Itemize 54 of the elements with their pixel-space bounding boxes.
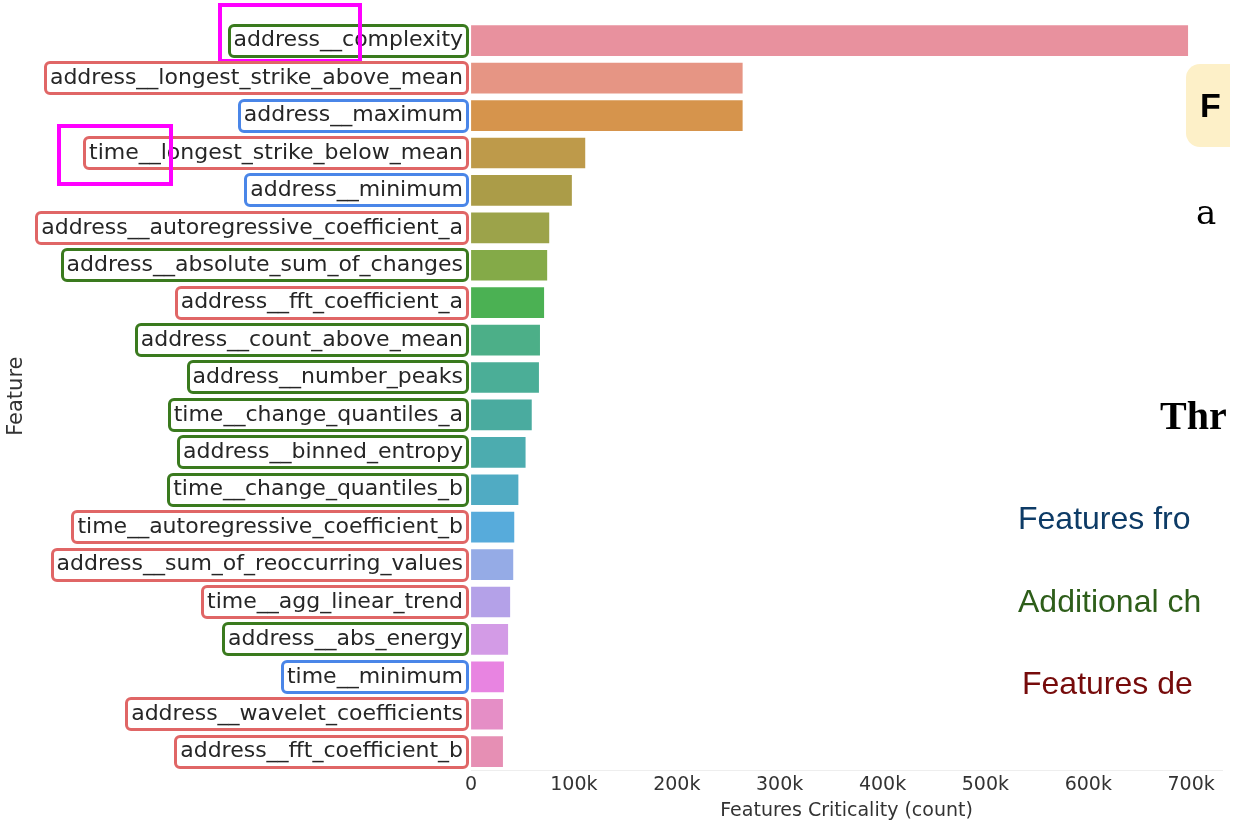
bar	[471, 25, 1189, 57]
x-tick-label: 600k	[1064, 771, 1112, 794]
bar	[471, 62, 743, 94]
bar	[471, 324, 540, 356]
x-tick-label: 700k	[1167, 771, 1215, 794]
y-tick-label: time__minimum	[286, 662, 464, 689]
x-axis-title: Features Criticality (count)	[720, 797, 973, 820]
x-tick-label: 100k	[550, 771, 598, 794]
annotation: Thr	[1160, 392, 1227, 439]
bar	[471, 736, 503, 768]
bar	[471, 511, 515, 543]
bar	[471, 362, 539, 393]
bar	[471, 436, 526, 468]
bar	[471, 249, 548, 281]
x-tick-label: 500k	[961, 771, 1010, 794]
bar	[471, 287, 545, 318]
annotation: F	[1199, 85, 1222, 126]
annotation: Features de	[1022, 665, 1193, 702]
bar	[471, 661, 504, 693]
bar	[471, 212, 550, 244]
y-tick-label: address__longest_strike_above_mean	[49, 63, 464, 90]
y-tick-label: address__minimum	[250, 176, 464, 203]
bar	[471, 100, 743, 131]
y-tick-label: address__count_above_mean	[140, 325, 464, 352]
y-tick-label: address__sum_of_reoccurring_values	[56, 550, 464, 577]
bar	[471, 175, 572, 206]
bar	[471, 399, 532, 431]
annotation: a	[1196, 192, 1217, 232]
annotation: Additional ch	[1018, 583, 1202, 620]
y-tick-label: address__fft_coefficient_b	[180, 737, 464, 764]
bar	[471, 474, 519, 506]
bar	[471, 624, 509, 655]
y-tick-label: address__fft_coefficient_a	[180, 288, 464, 315]
bar	[471, 549, 514, 580]
y-tick-label: time__agg_linear_trend	[207, 587, 464, 614]
annotation: Features fro	[1018, 500, 1191, 537]
x-tick-label: 300k	[756, 771, 804, 794]
y-tick-label: time__autoregressive_coefficient_b	[77, 512, 464, 539]
x-tick-label: 0	[465, 771, 478, 794]
y-tick-label: address__number_peaks	[192, 363, 464, 390]
y-tick-label: address__wavelet_coefficients	[131, 699, 464, 726]
y-tick-label: address__absolute_sum_of_changes	[66, 250, 464, 277]
y-tick-label: time__change_quantiles_b	[173, 475, 464, 502]
y-axis-title: Feature	[3, 356, 28, 436]
x-tick-label: 200k	[653, 771, 701, 794]
bar	[471, 137, 586, 169]
y-tick-label: address__abs_energy	[228, 625, 464, 652]
bar	[471, 586, 511, 618]
y-tick-label: time__change_quantiles_a	[173, 400, 464, 427]
x-tick-label: 400k	[858, 771, 907, 794]
bar	[471, 698, 503, 730]
y-tick-label: address__maximum	[243, 101, 464, 128]
y-tick-label: address__binned_entropy	[183, 438, 464, 465]
y-tick-label: address__autoregressive_coefficient_a	[41, 213, 464, 240]
